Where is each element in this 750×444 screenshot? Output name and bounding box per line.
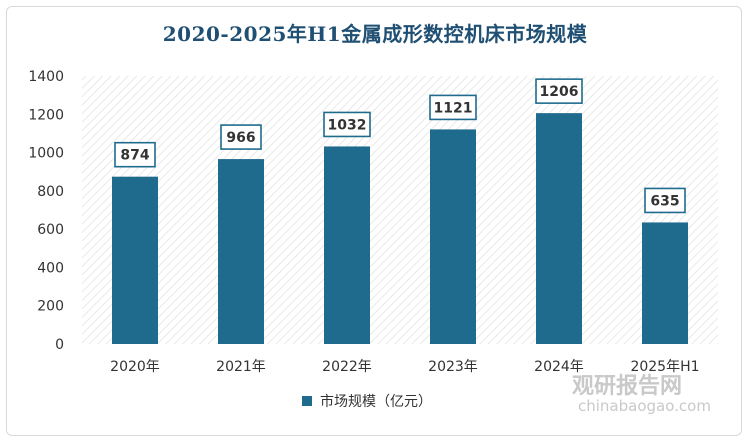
data-label: 1206 xyxy=(540,84,579,100)
watermark-url: chinabaogao.com xyxy=(578,397,711,415)
x-tick-label: 2025年H1 xyxy=(630,359,699,375)
data-label-box xyxy=(535,78,583,104)
x-tick-label: 2023年 xyxy=(428,359,478,375)
data-label-box xyxy=(644,187,686,214)
x-tick-label: 2021年 xyxy=(216,359,266,375)
chart-title: 2020-2025年H1金属成形数控机床市场规模 xyxy=(162,22,588,46)
y-tick-label: 0 xyxy=(55,337,64,353)
data-label-box xyxy=(114,141,156,168)
bar xyxy=(324,146,370,344)
y-tick-label: 400 xyxy=(37,260,64,276)
bar xyxy=(430,129,476,344)
y-tick-label: 200 xyxy=(37,299,64,315)
watermark-text: 观研报告网 xyxy=(572,374,683,399)
data-label-box xyxy=(323,111,371,138)
bar xyxy=(536,113,582,344)
y-tick-label: 1000 xyxy=(28,146,64,162)
data-label: 966 xyxy=(226,130,255,146)
y-tick-label: 600 xyxy=(37,222,64,238)
legend-swatch xyxy=(302,396,312,406)
legend-label: 市场规模（亿元） xyxy=(320,393,432,410)
data-label: 874 xyxy=(120,148,149,164)
x-tick-label: 2024年 xyxy=(534,359,584,375)
data-label: 635 xyxy=(650,193,679,209)
bar xyxy=(642,222,688,344)
legend-box xyxy=(292,386,472,416)
x-tick-label: 2020年 xyxy=(110,359,160,375)
bar xyxy=(218,159,264,344)
data-label: 1121 xyxy=(434,100,473,116)
y-tick-label: 800 xyxy=(37,184,64,200)
bar xyxy=(112,176,158,344)
data-label-box xyxy=(220,124,262,150)
y-tick-label: 1400 xyxy=(28,69,64,85)
x-tick-label: 2022年 xyxy=(322,359,372,375)
data-label: 1032 xyxy=(328,117,367,133)
data-label-box xyxy=(429,94,477,121)
y-tick-label: 1200 xyxy=(28,107,64,123)
plot-area xyxy=(82,76,718,344)
